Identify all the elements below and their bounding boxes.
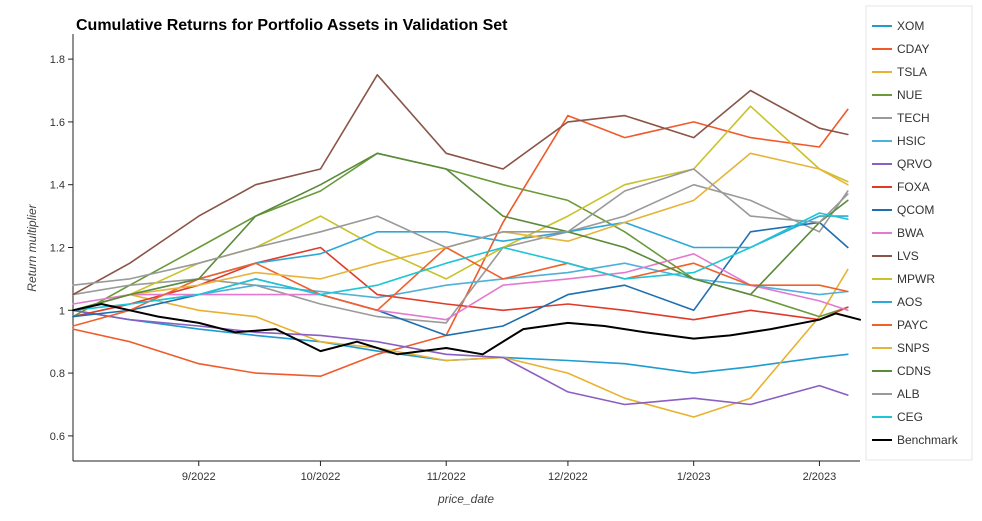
y-tick-label: 0.6 (50, 431, 65, 443)
x-tick-label: 11/2022 (427, 471, 466, 483)
legend-label: SNPS (897, 341, 930, 355)
chart-title: Cumulative Returns for Portfolio Assets … (76, 17, 508, 34)
y-ticks: 0.6 0.8 1 1.2 1.4 1.6 1.8 (50, 54, 73, 443)
y-tick-label: 1 (59, 305, 65, 317)
legend-label: MPWR (897, 272, 935, 286)
legend-items: XOM CDAY TSLA NUE TECH HSIC QRVO FOXA QCOM BWA LVS… (872, 19, 959, 447)
legend: XOM CDAY TSLA NUE TECH HSIC QRVO FOXA QCOM BWA LVS… (865, 5, 973, 461)
legend-label: TSLA (897, 65, 927, 79)
legend-label: NUE (897, 88, 922, 102)
y-tick-label: 1.4 (50, 180, 65, 192)
legend-label: XOM (897, 19, 924, 33)
y-axis-title: Return multiplier (25, 203, 39, 291)
legend-label: FOXA (897, 180, 930, 194)
series-line-cdns (72, 152, 849, 312)
y-tick-label: 0.8 (50, 368, 65, 380)
series-line-alb (72, 168, 849, 287)
legend-label: TECH (897, 111, 930, 125)
x-tick-label: 10/2022 (301, 471, 341, 483)
legend-label: HSIC (897, 134, 926, 148)
series-line-lvs (72, 74, 849, 296)
x-tick-label: 1/2023 (677, 471, 711, 483)
series-line-tech (72, 183, 849, 324)
legend-label: Benchmark (897, 433, 959, 447)
x-axis-title: price_date (437, 492, 494, 506)
legend-label: BWA (897, 226, 924, 240)
series-line-qcom (72, 221, 849, 337)
x-tick-label: 12/2022 (548, 471, 588, 483)
series-line-ceg (72, 212, 849, 312)
series-line-xom (72, 309, 849, 374)
y-tick-label: 1.8 (50, 54, 65, 66)
y-tick-label: 1.6 (50, 117, 65, 129)
series-line-hsic (72, 262, 849, 318)
series-line-cday (72, 108, 849, 378)
legend-label: CDNS (897, 364, 931, 378)
series-line-payc (72, 246, 849, 327)
legend-label: ALB (897, 387, 920, 401)
series-line-foxa (72, 246, 849, 321)
y-tick-label: 1.2 (50, 243, 65, 255)
series-layer (72, 74, 861, 418)
legend-label: AOS (897, 295, 922, 309)
legend-label: PAYC (897, 318, 928, 332)
legend-label: CDAY (897, 42, 929, 56)
series-line-bwa (72, 253, 849, 321)
legend-label: CEG (897, 410, 923, 424)
series-line-qrvo (72, 309, 849, 406)
x-tick-label: 9/2022 (182, 471, 216, 483)
legend-label: QRVO (897, 157, 932, 171)
series-line-snps (72, 152, 849, 312)
legend-label: QCOM (897, 203, 934, 217)
x-tick-label: 2/2023 (803, 471, 837, 483)
series-line-benchmark (72, 303, 861, 356)
series-line-tsla (72, 268, 849, 418)
x-ticks: 9/2022 10/2022 11/2022 12/2022 1/2023 2/2023 (182, 461, 836, 483)
legend-label: LVS (897, 249, 919, 263)
